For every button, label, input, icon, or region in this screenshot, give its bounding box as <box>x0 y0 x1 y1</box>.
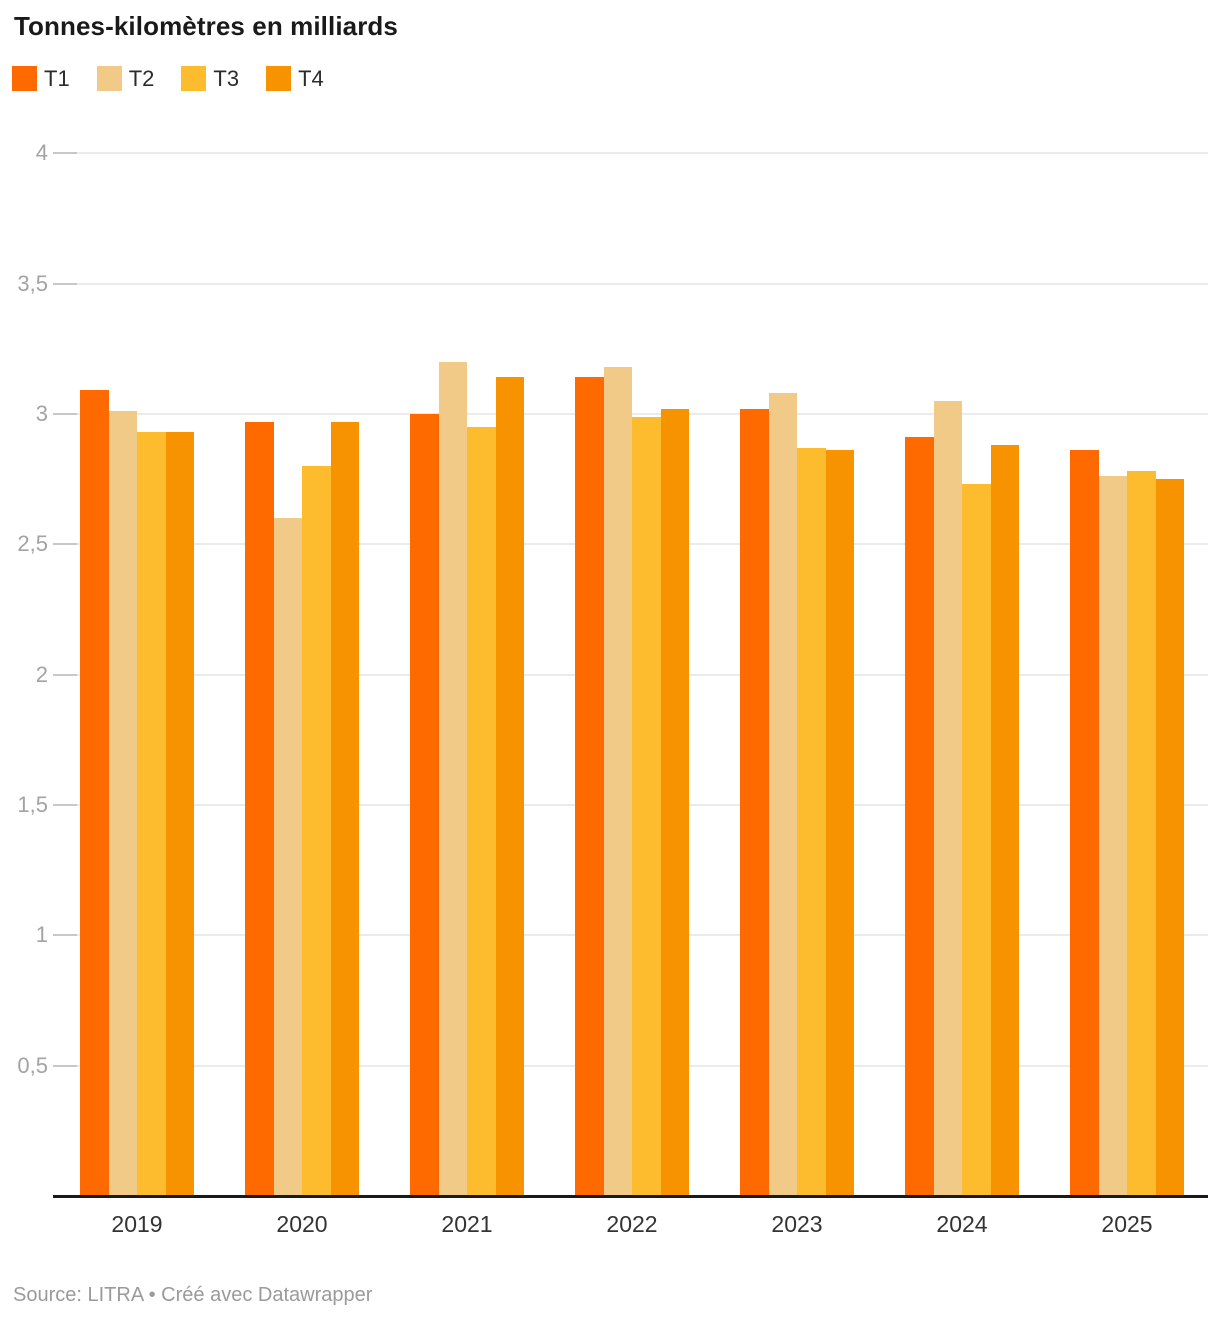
bar-2022-T1 <box>575 377 604 1196</box>
legend-item-T4: T4 <box>266 66 324 91</box>
y-axis-tick <box>53 803 77 806</box>
y-axis-tick <box>53 152 77 155</box>
y-axis-tick <box>53 543 77 546</box>
legend-swatch-T2 <box>96 66 122 91</box>
bar-2023-T3 <box>797 447 826 1196</box>
bar-2022-T3 <box>632 416 661 1196</box>
bar-2023-T1 <box>740 408 769 1196</box>
legend-item-T1: T1 <box>12 66 70 91</box>
bar-2024-T4 <box>990 445 1019 1196</box>
y-tick-label: 1,5 <box>17 791 48 817</box>
bar-2019-T2 <box>108 411 137 1196</box>
x-tick-label-2020: 2020 <box>276 1211 328 1237</box>
y-axis-tick <box>53 673 77 676</box>
bar-2019-T4 <box>165 432 194 1196</box>
bar-2020-T2 <box>273 518 302 1196</box>
legend-label: T1 <box>44 66 70 91</box>
legend-swatch-T3 <box>181 66 207 91</box>
y-tick-label: 2,5 <box>17 531 48 557</box>
y-axis-tick <box>53 412 77 415</box>
chart-title: Tonnes-kilomètres en milliards <box>14 11 398 41</box>
x-tick-label-2022: 2022 <box>606 1211 658 1237</box>
y-tick-label: 0,5 <box>17 1052 48 1078</box>
bar-2024-T1 <box>905 437 934 1196</box>
y-axis-tick <box>53 282 77 285</box>
legend-label: T4 <box>298 66 324 91</box>
bar-2021-T3 <box>467 426 496 1196</box>
bar-2025-T4 <box>1155 479 1184 1196</box>
legend-item-T2: T2 <box>96 66 155 91</box>
legend-swatch-T1 <box>12 66 37 91</box>
source-footer: Source: LITRA • Créé avec Datawrapper <box>13 1284 373 1306</box>
bar-2019-T3 <box>137 432 166 1196</box>
legend-item-T3: T3 <box>181 66 239 91</box>
gridline-4 <box>53 152 1208 155</box>
y-tick-label: 3 <box>35 400 48 426</box>
legend-label: T2 <box>128 66 155 91</box>
bar-2020-T4 <box>330 421 359 1196</box>
bar-2025-T2 <box>1098 476 1127 1196</box>
y-tick-label: 4 <box>35 140 48 166</box>
x-tick-label-2023: 2023 <box>771 1211 823 1237</box>
bar-2020-T1 <box>245 421 274 1196</box>
bar-2021-T4 <box>495 377 524 1196</box>
y-tick-label: 3,5 <box>17 270 48 296</box>
x-tick-label-2025: 2025 <box>1101 1211 1153 1237</box>
bar-2024-T2 <box>933 400 962 1196</box>
y-tick-label: 2 <box>35 661 48 687</box>
legend-label: T3 <box>213 66 240 91</box>
legend-swatch-T4 <box>266 66 292 91</box>
gridline-3,5 <box>53 282 1208 285</box>
y-tick-label: 1 <box>35 922 48 948</box>
x-tick-label-2019: 2019 <box>111 1211 163 1237</box>
bar-2025-T3 <box>1127 471 1156 1196</box>
bar-2021-T1 <box>410 413 439 1196</box>
y-axis-tick <box>53 934 77 937</box>
x-axis-line <box>53 1195 1208 1198</box>
bar-2022-T4 <box>660 408 689 1196</box>
bar-2021-T2 <box>438 361 467 1196</box>
x-tick-label-2021: 2021 <box>441 1211 493 1237</box>
bar-2024-T3 <box>962 484 991 1196</box>
bar-2025-T1 <box>1070 450 1099 1196</box>
bar-2019-T1 <box>80 390 109 1196</box>
bar-2023-T4 <box>825 450 854 1196</box>
bar-2023-T2 <box>768 393 797 1196</box>
bar-2020-T3 <box>302 466 331 1196</box>
bar-2022-T2 <box>603 366 632 1196</box>
legend: T1 T2 T3 T4 <box>12 66 324 91</box>
y-axis-tick <box>53 1064 77 1067</box>
x-tick-label-2024: 2024 <box>936 1211 988 1237</box>
